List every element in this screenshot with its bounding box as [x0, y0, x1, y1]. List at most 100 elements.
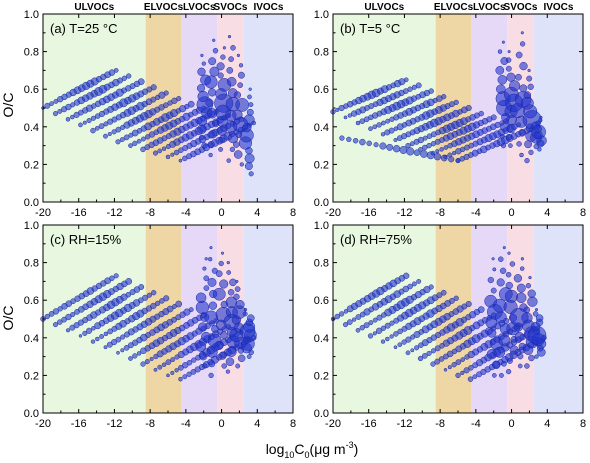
data-point — [528, 149, 534, 156]
data-point — [144, 359, 150, 365]
data-point — [154, 300, 161, 307]
data-point — [227, 34, 232, 39]
data-point — [204, 257, 208, 261]
data-point — [159, 298, 165, 304]
data-point — [494, 346, 506, 358]
data-point — [535, 120, 541, 126]
y-tick-label: 0.2 — [24, 159, 39, 171]
data-point — [505, 57, 512, 63]
data-point — [65, 103, 72, 111]
data-point — [162, 102, 169, 109]
data-point — [212, 287, 226, 301]
data-point — [128, 356, 133, 361]
data-point — [515, 51, 523, 59]
data-point — [519, 84, 528, 93]
data-point — [426, 142, 432, 149]
data-point — [208, 360, 216, 368]
data-point — [359, 325, 365, 331]
x-tick-label: 0 — [219, 418, 225, 430]
data-point — [367, 333, 374, 339]
data-point — [95, 336, 100, 342]
data-point — [109, 275, 115, 282]
data-point — [509, 345, 519, 355]
data-point — [436, 292, 443, 299]
x-tick-label: -16 — [71, 207, 87, 219]
data-point — [115, 126, 122, 133]
data-point — [161, 146, 167, 151]
data-point — [90, 115, 96, 121]
data-point — [406, 147, 415, 156]
data-point — [527, 296, 538, 307]
x-tick-label: 4 — [544, 418, 550, 430]
data-point — [246, 108, 254, 116]
x-tick-label: -4 — [471, 418, 481, 430]
x-ticks: -20 -16 -12 -8 -4 0 4 8 — [325, 14, 586, 219]
data-point — [123, 344, 130, 351]
data-point — [335, 107, 340, 112]
data-point — [195, 292, 207, 304]
data-point — [150, 96, 157, 103]
data-point — [446, 350, 454, 358]
data-point — [161, 362, 167, 367]
data-point — [393, 331, 399, 337]
data-point — [492, 267, 497, 272]
x-tick-label: 8 — [290, 207, 296, 219]
x-tick-label: -20 — [325, 207, 341, 219]
data-point — [90, 127, 96, 134]
data-point — [414, 345, 420, 351]
data-point — [238, 63, 244, 68]
data-point — [233, 150, 243, 159]
data-point — [455, 158, 461, 164]
data-point — [532, 311, 539, 317]
x-tick-label: -20 — [35, 418, 51, 430]
data-point — [237, 71, 245, 79]
data-point — [389, 334, 394, 339]
data-point — [426, 350, 432, 356]
class-label-lvocs: LVOCs — [473, 2, 506, 13]
data-point — [443, 145, 449, 150]
data-point — [401, 339, 407, 345]
data-point — [417, 355, 424, 362]
data-point — [527, 289, 536, 298]
x-ticks: -20 -16 -12 -8 -4 0 4 8 — [325, 225, 586, 430]
data-point — [119, 137, 125, 143]
data-point — [149, 356, 154, 362]
data-point — [519, 61, 528, 71]
data-point — [65, 117, 71, 122]
y-ticks: 0.0 0.2 0.4 0.6 0.8 1.0 — [24, 9, 293, 209]
class-label-elvocs: ELVOCs — [434, 2, 474, 13]
data-points — [330, 31, 547, 164]
y-tick-label: 0.6 — [314, 295, 329, 307]
data-point — [342, 322, 349, 328]
data-point — [502, 246, 506, 250]
data-point — [519, 152, 524, 158]
x-tick-label: -12 — [396, 418, 412, 430]
data-point — [385, 118, 391, 124]
x-tick-label: -12 — [106, 418, 122, 430]
data-point — [136, 138, 142, 144]
data-point — [537, 147, 542, 152]
data-point — [505, 271, 512, 278]
panel-3: (c) RH=15%-20 -16 -12 -8 -4 0 4 80.00.20.40.60.… — [24, 220, 296, 430]
data-point — [86, 327, 93, 334]
data-point — [226, 67, 234, 74]
y-ticks: 0.0 0.2 0.4 0.6 0.8 1.0 — [314, 9, 583, 209]
data-point — [516, 283, 526, 293]
data-point — [403, 77, 409, 83]
data-point — [243, 114, 255, 126]
data-point — [506, 72, 516, 82]
data-point — [235, 299, 245, 310]
data-point — [136, 351, 142, 356]
data-point — [506, 123, 516, 134]
data-point — [246, 354, 252, 359]
data-point — [528, 275, 532, 280]
data-point — [204, 75, 218, 89]
data-point — [218, 136, 225, 144]
data-point — [226, 270, 232, 275]
data-point — [368, 320, 374, 326]
data-point — [523, 91, 532, 99]
data-point — [535, 314, 544, 322]
data-point — [527, 68, 531, 73]
x-tick-label: -16 — [361, 207, 377, 219]
y-tick-label: 0.0 — [24, 197, 39, 209]
